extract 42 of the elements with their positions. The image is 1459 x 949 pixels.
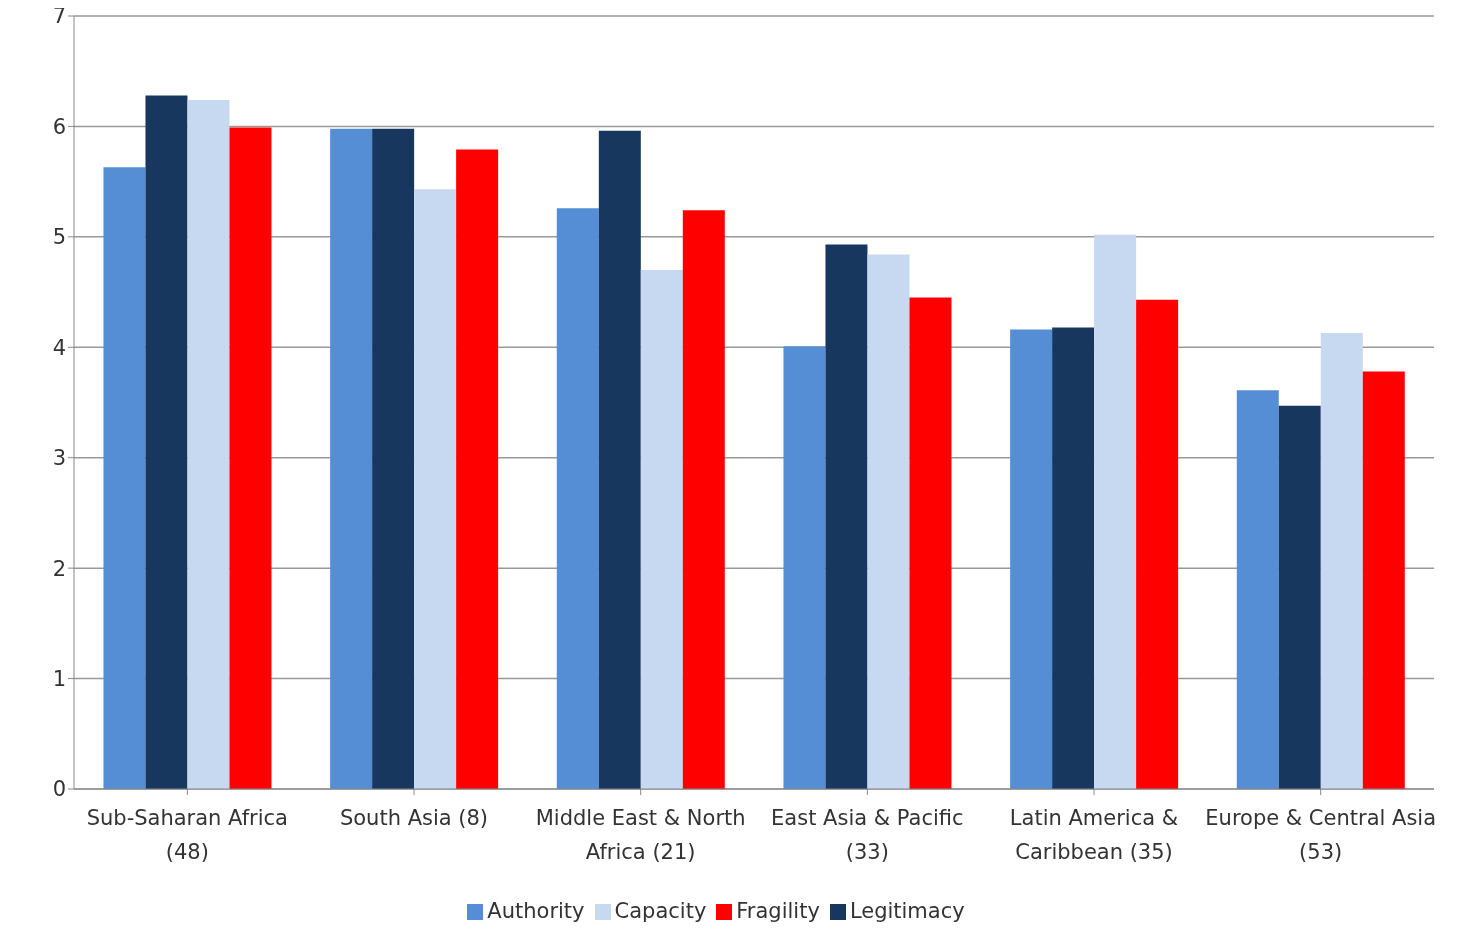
x-tick-label: East Asia & Pacific (33) xyxy=(771,806,964,864)
bar xyxy=(1136,299,1179,789)
x-tick-label: Middle East & North Africa (21) xyxy=(535,806,746,864)
bar xyxy=(145,95,188,789)
x-tick-label: Sub-Saharan Africa (48) xyxy=(86,806,288,864)
x-tick-label: Europe & Central Asia (53) xyxy=(1205,806,1437,864)
y-tick-label: 1 xyxy=(52,667,66,692)
bar xyxy=(1052,327,1095,789)
legend-label: Authority xyxy=(487,899,585,923)
bar xyxy=(867,254,910,789)
bar xyxy=(103,167,146,789)
bar xyxy=(1320,332,1363,789)
x-tick-label: Latin America & Caribbean (35) xyxy=(1009,806,1179,864)
bar xyxy=(783,346,826,789)
bar xyxy=(909,297,952,789)
y-tick-label: 3 xyxy=(52,446,66,471)
bar xyxy=(556,208,599,789)
x-tick-label: South Asia (8) xyxy=(339,806,489,830)
y-tick-label: 6 xyxy=(52,114,66,139)
legend-label: Capacity xyxy=(614,899,707,923)
legend-label: Fragility xyxy=(736,899,820,923)
y-tick-label: 7 xyxy=(52,4,66,29)
bar xyxy=(229,127,272,789)
y-tick-label: 2 xyxy=(52,556,66,581)
bar xyxy=(372,128,415,789)
bar xyxy=(414,189,457,789)
legend-label: Legitimacy xyxy=(849,899,965,923)
bar xyxy=(825,244,868,789)
bar xyxy=(330,128,373,789)
bar xyxy=(456,149,499,789)
bar xyxy=(640,269,683,789)
bar xyxy=(1010,329,1053,789)
y-tick-label: 5 xyxy=(52,225,66,250)
bar xyxy=(1236,390,1279,789)
bar xyxy=(187,99,230,789)
y-tick-label: 0 xyxy=(52,777,66,802)
bar xyxy=(682,210,725,789)
bar xyxy=(598,130,641,789)
y-tick-label: 4 xyxy=(52,335,66,360)
bar xyxy=(1094,234,1137,789)
bar xyxy=(1362,371,1405,789)
bar xyxy=(1278,405,1321,789)
